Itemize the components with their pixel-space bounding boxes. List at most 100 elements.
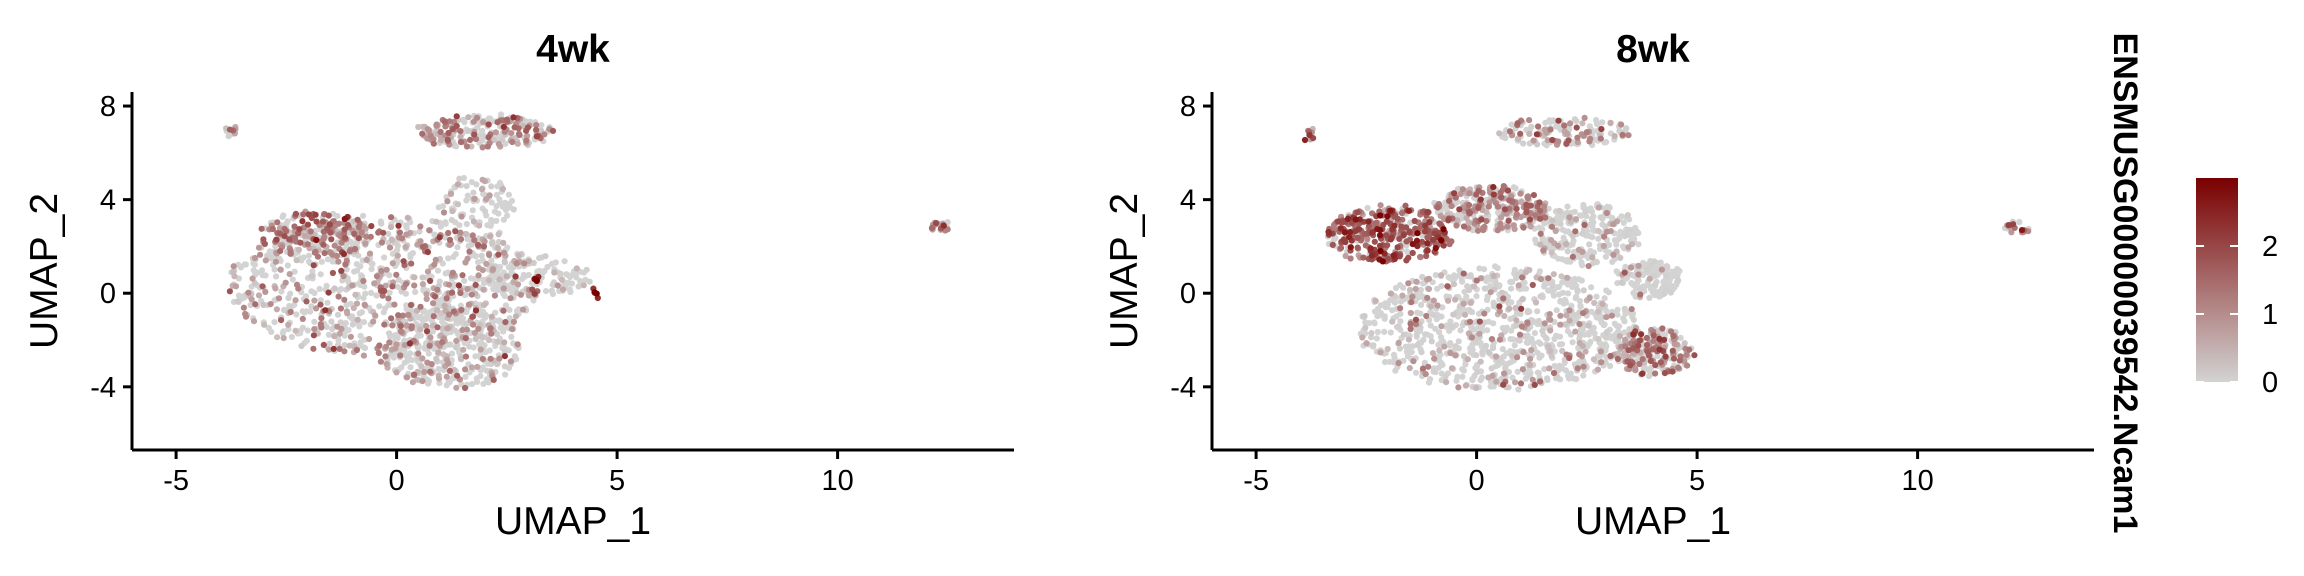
- data-point: [261, 321, 268, 328]
- data-point: [458, 306, 465, 313]
- data-point: [469, 380, 476, 388]
- data-point: [386, 244, 394, 251]
- data-point: [1635, 342, 1642, 349]
- data-point: [1542, 334, 1549, 341]
- data-point: [386, 339, 393, 346]
- data-point: [1570, 237, 1577, 244]
- data-point: [403, 224, 410, 231]
- data-point: [323, 323, 330, 331]
- data-point: [1625, 244, 1632, 251]
- data-point: [1614, 355, 1621, 362]
- data-point: [1611, 320, 1618, 327]
- data-point: [1551, 362, 1558, 370]
- data-point: [1438, 283, 1445, 290]
- data-point: [269, 225, 276, 233]
- data-point: [1412, 316, 1420, 323]
- data-point: [251, 254, 259, 262]
- data-point: [439, 339, 446, 346]
- data-point: [1595, 308, 1602, 315]
- data-point: [408, 323, 415, 330]
- data-point: [1606, 241, 1613, 249]
- data-point: [232, 283, 240, 290]
- data-point: [425, 378, 432, 385]
- data-point: [1516, 337, 1523, 344]
- data-point: [1569, 283, 1576, 291]
- data-point: [530, 297, 537, 304]
- data-point: [1608, 312, 1615, 319]
- data-point: [552, 259, 559, 266]
- data-point: [444, 136, 451, 143]
- data-point: [1424, 208, 1431, 216]
- data-point: [431, 261, 438, 268]
- data-point: [1517, 310, 1524, 317]
- data-point: [1346, 229, 1354, 236]
- data-point: [456, 222, 463, 229]
- data-point: [318, 258, 325, 265]
- data-point: [1382, 359, 1389, 366]
- data-point: [1637, 337, 1644, 344]
- data-point: [255, 292, 263, 299]
- data-point: [1643, 341, 1651, 349]
- data-point: [424, 268, 432, 275]
- data-point: [1394, 215, 1401, 222]
- data-point: [1500, 295, 1507, 302]
- data-point: [1553, 307, 1560, 314]
- data-point: [1537, 215, 1544, 222]
- data-point: [494, 244, 501, 251]
- data-point: [473, 114, 481, 121]
- data-point: [1447, 318, 1454, 325]
- y-tick-label: 8: [100, 91, 116, 123]
- data-point: [1537, 293, 1544, 300]
- data-point: [468, 291, 475, 298]
- data-point: [1476, 265, 1483, 272]
- data-point: [1400, 331, 1407, 338]
- data-point: [434, 324, 441, 331]
- data-point: [1402, 202, 1409, 209]
- data-point: [1422, 331, 1429, 338]
- data-point: [1456, 267, 1463, 274]
- data-point: [1424, 234, 1431, 241]
- data-point: [561, 258, 568, 265]
- data-point: [466, 369, 473, 376]
- data-point: [1329, 241, 1336, 248]
- data-point: [461, 277, 468, 284]
- data-point: [1524, 195, 1531, 202]
- data-point: [252, 301, 259, 308]
- data-point: [1638, 331, 1645, 338]
- data-point: [387, 224, 395, 231]
- data-point: [433, 355, 440, 362]
- data-point: [1414, 230, 1421, 237]
- data-point: [1547, 126, 1554, 133]
- data-point: [280, 212, 287, 219]
- data-point: [1603, 139, 1610, 146]
- data-point: [1496, 336, 1503, 343]
- data-point: [1397, 318, 1404, 325]
- data-point: [1342, 252, 1349, 260]
- data-point: [1548, 237, 1555, 244]
- data-point: [551, 269, 558, 276]
- data-point: [453, 384, 460, 391]
- data-point: [286, 236, 293, 243]
- data-point: [1546, 311, 1553, 318]
- data-point: [531, 290, 538, 297]
- data-point: [1517, 130, 1524, 137]
- data-point: [386, 272, 393, 279]
- data-point: [1473, 191, 1480, 198]
- data-point: [1387, 207, 1394, 214]
- data-point: [1426, 376, 1434, 383]
- data-point: [1585, 341, 1592, 348]
- data-point: [577, 278, 584, 285]
- data-point: [399, 312, 406, 319]
- data-point: [473, 181, 480, 188]
- data-point: [464, 192, 471, 199]
- data-point: [347, 333, 354, 340]
- data-point: [319, 218, 327, 225]
- y-axis-title: UMAP_2: [23, 193, 66, 349]
- data-point: [1664, 263, 1671, 270]
- data-point: [1661, 290, 1668, 297]
- data-point: [1397, 305, 1404, 312]
- data-point: [1407, 320, 1414, 327]
- data-point: [402, 244, 409, 251]
- data-point: [446, 236, 454, 243]
- data-point: [317, 297, 324, 304]
